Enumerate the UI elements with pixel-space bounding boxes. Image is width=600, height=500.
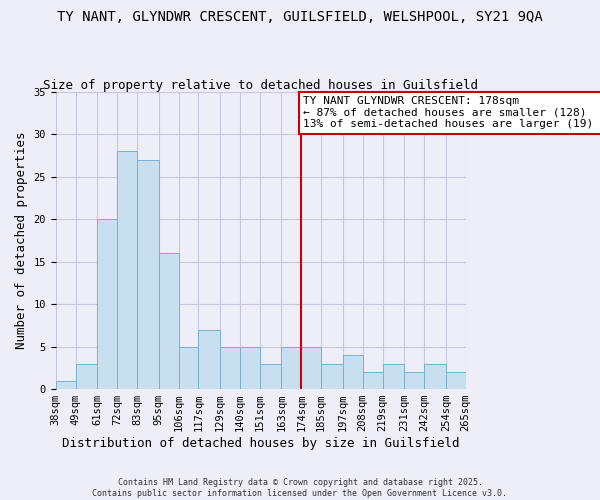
Bar: [179, 346, 199, 389]
Bar: [240, 346, 260, 389]
Title: Size of property relative to detached houses in Guilsfield: Size of property relative to detached ho…: [43, 79, 478, 92]
Text: TY NANT GLYNDWR CRESCENT: 178sqm
← 87% of detached houses are smaller (128)
13% : TY NANT GLYNDWR CRESCENT: 178sqm ← 87% o…: [303, 96, 600, 130]
Bar: [383, 364, 404, 389]
Bar: [97, 220, 117, 389]
Bar: [281, 346, 301, 389]
Text: TY NANT, GLYNDWR CRESCENT, GUILSFIELD, WELSHPOOL, SY21 9QA: TY NANT, GLYNDWR CRESCENT, GUILSFIELD, W…: [57, 10, 543, 24]
Bar: [301, 346, 321, 389]
X-axis label: Distribution of detached houses by size in Guilsfield: Distribution of detached houses by size …: [62, 437, 460, 450]
Bar: [404, 372, 424, 389]
Bar: [158, 254, 179, 389]
Bar: [343, 355, 363, 389]
Text: Contains HM Land Registry data © Crown copyright and database right 2025.
Contai: Contains HM Land Registry data © Crown c…: [92, 478, 508, 498]
Bar: [56, 380, 76, 389]
Y-axis label: Number of detached properties: Number of detached properties: [15, 132, 28, 350]
Bar: [220, 346, 240, 389]
Bar: [321, 364, 343, 389]
Bar: [466, 380, 485, 389]
Bar: [446, 372, 466, 389]
Bar: [363, 372, 383, 389]
Bar: [199, 330, 220, 389]
Bar: [260, 364, 281, 389]
Bar: [424, 364, 446, 389]
Bar: [76, 364, 97, 389]
Bar: [137, 160, 158, 389]
Bar: [117, 152, 137, 389]
